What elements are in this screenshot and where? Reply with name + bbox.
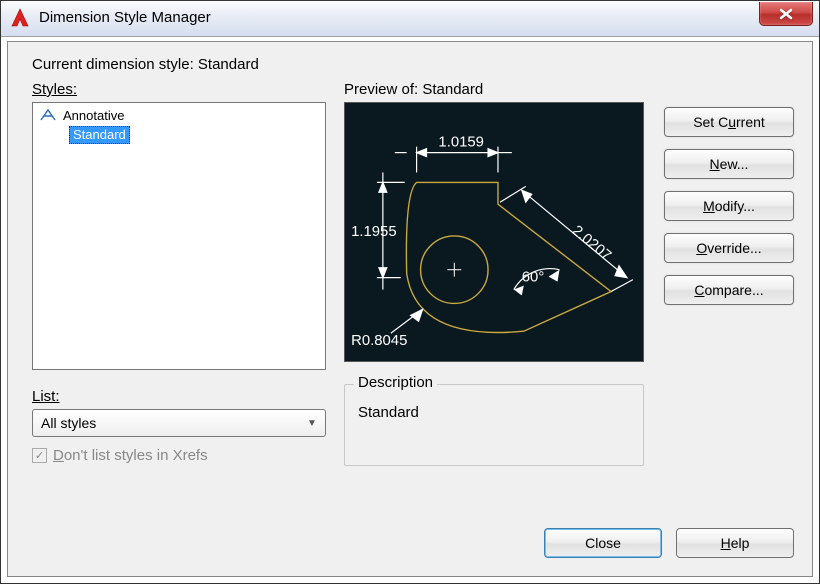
help-button[interactable]: Help [676,528,794,558]
compare-button[interactable]: Compare... [664,275,794,305]
app-icon [9,7,31,29]
xref-checkbox-label: Don't list styles in Xrefs [53,447,208,464]
preview-label: Preview of: Standard [344,81,644,98]
chevron-down-icon: ▼ [303,418,321,429]
xref-checkbox: ✓ [32,448,47,463]
list-filter-combo[interactable]: All styles ▼ [32,409,326,437]
style-item-annotative[interactable]: Annotative [35,105,323,125]
close-window-button[interactable] [759,2,813,26]
style-item-label: Annotative [63,108,124,123]
xref-checkbox-row: ✓ Don't list styles in Xrefs [32,447,326,464]
dim-top: 1.0159 [438,135,484,151]
set-current-button[interactable]: Set Current [664,107,794,137]
preview-canvas: 1.0159 1.1955 [344,102,644,362]
styles-listbox[interactable]: Annotative Standard [32,102,326,370]
description-group: Description Standard [344,376,644,466]
style-item-label-selected: Standard [69,126,130,144]
description-text: Standard [358,404,419,421]
titlebar: Dimension Style Manager [1,1,819,37]
annotative-icon [39,107,57,123]
right-column: Set Current New... Modify... Override...… [664,81,794,466]
new-button[interactable]: New... [664,149,794,179]
style-item-standard[interactable]: Standard [35,125,323,145]
current-style-label: Current dimension style: Standard [32,56,794,73]
description-legend: Description [354,374,437,391]
close-icon [778,8,794,20]
dim-diag: 2.0207 [569,223,614,265]
combo-value: All styles [41,415,96,431]
modify-button[interactable]: Modify... [664,191,794,221]
dialog-window: Dimension Style Manager Current dimensio… [0,0,820,584]
middle-column: Preview of: Standard [344,81,644,466]
override-button[interactable]: Override... [664,233,794,263]
list-label: List: [32,388,326,405]
bottom-button-row: Close Help [544,528,794,558]
dim-left: 1.1955 [351,224,397,240]
window-title: Dimension Style Manager [39,9,211,26]
dim-radius: R0.8045 [351,333,407,349]
styles-label: Styles: [32,81,326,98]
left-column: Styles: Annotative Standard List: All st… [32,81,326,466]
close-button[interactable]: Close [544,528,662,558]
dim-angle: 60° [522,270,545,286]
dialog-client: Current dimension style: Standard Styles… [7,41,813,577]
